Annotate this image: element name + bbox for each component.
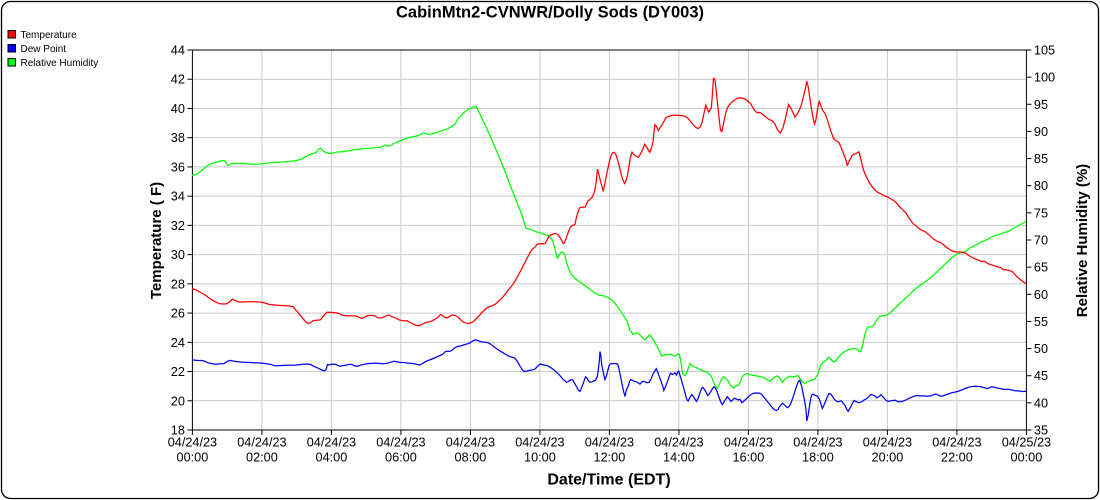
svg-text:04/25/23: 04/25/23 xyxy=(1002,436,1051,450)
svg-text:32: 32 xyxy=(171,219,185,233)
svg-text:35: 35 xyxy=(1034,424,1048,438)
svg-text:10:00: 10:00 xyxy=(524,451,556,465)
svg-text:85: 85 xyxy=(1034,152,1048,166)
svg-text:40: 40 xyxy=(1034,396,1048,410)
svg-text:20:00: 20:00 xyxy=(872,451,904,465)
svg-text:20: 20 xyxy=(171,394,185,408)
svg-text:14:00: 14:00 xyxy=(663,451,695,465)
svg-text:26: 26 xyxy=(171,307,185,321)
svg-text:40: 40 xyxy=(171,102,185,116)
svg-text:18: 18 xyxy=(171,424,185,438)
svg-text:04/24/23: 04/24/23 xyxy=(793,436,842,450)
svg-text:95: 95 xyxy=(1034,98,1048,112)
svg-text:28: 28 xyxy=(171,277,185,291)
svg-text:CabinMtn2-CVNWR/Dolly Sods (DY: CabinMtn2-CVNWR/Dolly Sods (DY003) xyxy=(396,4,704,22)
svg-text:Date/Time (EDT): Date/Time (EDT) xyxy=(547,472,670,489)
svg-text:00:00: 00:00 xyxy=(1011,451,1043,465)
svg-text:04/24/23: 04/24/23 xyxy=(307,436,356,450)
svg-text:Temperature ( F): Temperature ( F) xyxy=(148,182,165,299)
svg-text:38: 38 xyxy=(171,131,185,145)
svg-text:65: 65 xyxy=(1034,261,1048,275)
svg-text:90: 90 xyxy=(1034,125,1048,139)
svg-text:04/24/23: 04/24/23 xyxy=(446,436,495,450)
svg-text:22:00: 22:00 xyxy=(941,451,973,465)
svg-text:12:00: 12:00 xyxy=(594,451,626,465)
svg-text:70: 70 xyxy=(1034,234,1048,248)
svg-text:02:00: 02:00 xyxy=(246,451,278,465)
svg-text:Dew Point: Dew Point xyxy=(21,44,67,55)
svg-text:60: 60 xyxy=(1034,288,1048,302)
svg-text:04:00: 04:00 xyxy=(316,451,348,465)
svg-text:04/24/23: 04/24/23 xyxy=(654,436,703,450)
svg-text:22: 22 xyxy=(171,365,185,379)
svg-text:105: 105 xyxy=(1034,44,1055,58)
svg-text:04/24/23: 04/24/23 xyxy=(585,436,634,450)
svg-text:45: 45 xyxy=(1034,369,1048,383)
svg-text:34: 34 xyxy=(171,190,185,204)
svg-text:04/24/23: 04/24/23 xyxy=(863,436,912,450)
svg-text:04/24/23: 04/24/23 xyxy=(724,436,773,450)
svg-text:75: 75 xyxy=(1034,206,1048,220)
svg-text:80: 80 xyxy=(1034,179,1048,193)
svg-text:04/24/23: 04/24/23 xyxy=(515,436,564,450)
svg-text:24: 24 xyxy=(171,336,185,350)
svg-text:50: 50 xyxy=(1034,342,1048,356)
svg-text:55: 55 xyxy=(1034,315,1048,329)
svg-text:00:00: 00:00 xyxy=(177,451,209,465)
svg-text:04/24/23: 04/24/23 xyxy=(932,436,981,450)
svg-text:Temperature: Temperature xyxy=(21,30,78,41)
svg-text:36: 36 xyxy=(171,160,185,174)
svg-text:04/24/23: 04/24/23 xyxy=(168,436,217,450)
svg-text:100: 100 xyxy=(1034,71,1055,85)
svg-text:Relative Humidity (%): Relative Humidity (%) xyxy=(1074,164,1091,317)
svg-text:30: 30 xyxy=(171,248,185,262)
svg-text:08:00: 08:00 xyxy=(455,451,487,465)
svg-text:04/24/23: 04/24/23 xyxy=(376,436,425,450)
svg-text:16:00: 16:00 xyxy=(733,451,765,465)
svg-text:Relative Humidity: Relative Humidity xyxy=(21,58,99,69)
svg-text:42: 42 xyxy=(171,73,185,87)
svg-text:04/24/23: 04/24/23 xyxy=(237,436,286,450)
svg-text:18:00: 18:00 xyxy=(802,451,834,465)
svg-text:06:00: 06:00 xyxy=(385,451,417,465)
svg-text:44: 44 xyxy=(171,44,185,58)
